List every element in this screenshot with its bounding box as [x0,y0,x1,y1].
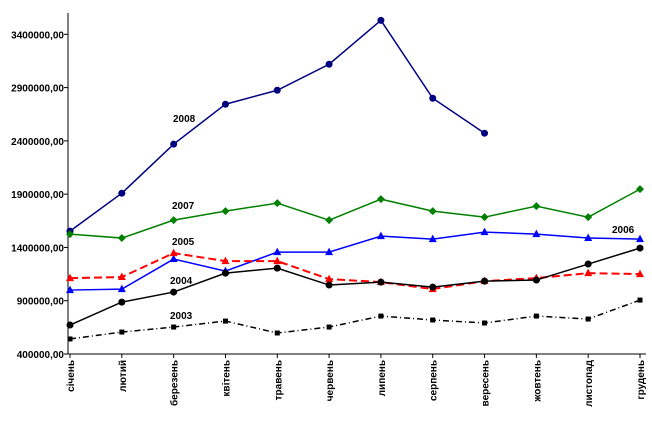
point [636,234,644,243]
point [429,283,437,291]
point [377,278,385,286]
point [378,313,384,319]
point [532,276,540,284]
point [376,195,385,204]
point [273,247,282,256]
point [636,269,644,278]
x-tick-label: січень [66,360,77,392]
x-tick-label: грудень [636,360,647,400]
point [118,298,126,306]
point [532,229,541,238]
point [636,244,644,252]
point [377,16,385,24]
x-tick-label: вересень [481,360,492,406]
point [274,330,280,336]
y-tick-label: 900000,00 [17,297,65,308]
point [66,285,74,294]
point [169,216,178,225]
point [532,202,541,211]
point [66,321,74,329]
point [221,207,230,216]
x-tick-label: жовтень [532,360,543,403]
point [117,284,126,293]
point [481,277,489,285]
series-label: 2008 [173,114,196,125]
point [67,336,73,342]
point [428,207,437,216]
series-line [69,299,641,340]
point [482,320,488,326]
point [66,273,74,282]
x-tick-label: травень [273,360,284,400]
point [326,324,332,330]
x-tick-label: лютий [118,360,129,392]
series-line [69,188,641,239]
point [325,247,334,256]
point [429,94,437,102]
series-label: 2003 [170,311,193,322]
x-tick-label: серпень [429,360,440,401]
point [480,213,489,222]
series-label: 2007 [172,201,195,212]
point [480,227,489,236]
series-line [69,231,641,291]
x-tick-label: листопад [584,359,595,407]
point [171,324,177,330]
point [221,100,229,108]
x-tick-label: березень [169,360,181,406]
point [428,234,437,243]
point [533,313,539,319]
point [170,288,178,296]
point [118,189,126,197]
point [222,318,228,324]
point [584,233,593,242]
point [325,281,333,289]
point [221,256,230,265]
point [169,248,178,257]
point [585,316,591,322]
point [637,297,643,303]
point [584,213,593,222]
y-tick-label: 3400000,00 [11,30,64,41]
point [325,274,334,283]
point [221,269,229,277]
point [119,329,125,335]
point [273,256,282,265]
point [273,199,282,208]
series-label: 2005 [172,237,195,248]
point [117,234,126,243]
series-line [69,247,641,326]
point [636,185,644,194]
point [584,268,593,277]
y-tick-label: 1400000,00 [11,243,64,254]
point [273,86,281,94]
point [325,216,334,225]
x-tick-label: червень [325,360,336,401]
point [169,254,178,263]
series-label: 2006 [612,225,635,236]
point [66,230,74,239]
point [376,231,385,240]
y-tick-label: 1900000,00 [11,190,64,201]
point [170,140,178,148]
x-tick-label: квітень [221,360,232,397]
point [481,129,489,137]
point [430,317,436,323]
point [325,60,333,68]
y-tick-label: 2900000,00 [11,84,64,95]
y-tick-label: 400000,00 [17,350,65,361]
series-label: 2004 [170,276,193,287]
point [117,272,126,281]
point [273,264,281,272]
x-tick-label: липень [377,360,388,396]
point [584,260,592,268]
y-tick-label: 2400000,00 [11,137,64,148]
